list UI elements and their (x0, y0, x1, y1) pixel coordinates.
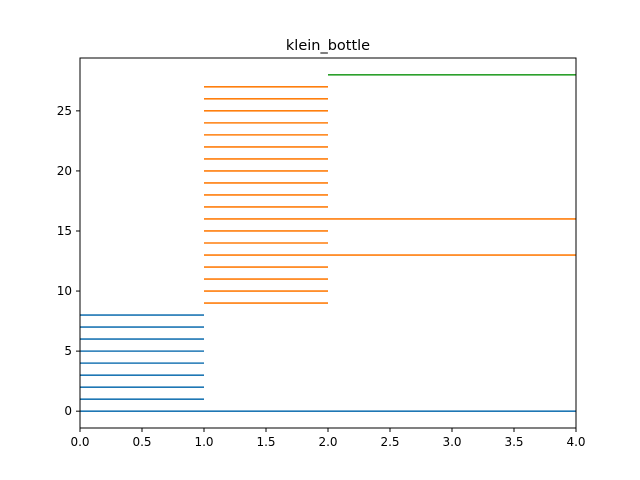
x-tick-label: 0.5 (132, 435, 151, 449)
x-tick-label: 2.5 (380, 435, 399, 449)
y-axis: 0 5 10 15 20 25 (57, 104, 80, 418)
y-tick-label: 25 (57, 104, 72, 118)
x-tick-label: 3.5 (504, 435, 523, 449)
x-tick-label: 1.5 (256, 435, 275, 449)
y-tick-label: 15 (57, 224, 72, 238)
x-tick-label: 4.0 (566, 435, 585, 449)
chart-title: klein_bottle (286, 38, 370, 54)
y-tick-label: 5 (64, 344, 72, 358)
x-tick-label: 3.0 (442, 435, 461, 449)
y-tick-label: 0 (64, 404, 72, 418)
y-tick-label: 20 (57, 164, 72, 178)
x-tick-label: 0.0 (70, 435, 89, 449)
plot-area (80, 74, 576, 412)
x-tick-label: 1.0 (194, 435, 213, 449)
y-tick-label: 10 (57, 284, 72, 298)
x-tick-label: 2.0 (318, 435, 337, 449)
x-axis: 0.0 0.5 1.0 1.5 2.0 2.5 3.0 3.5 4.0 (70, 428, 586, 449)
axes-frame (79, 57, 577, 429)
